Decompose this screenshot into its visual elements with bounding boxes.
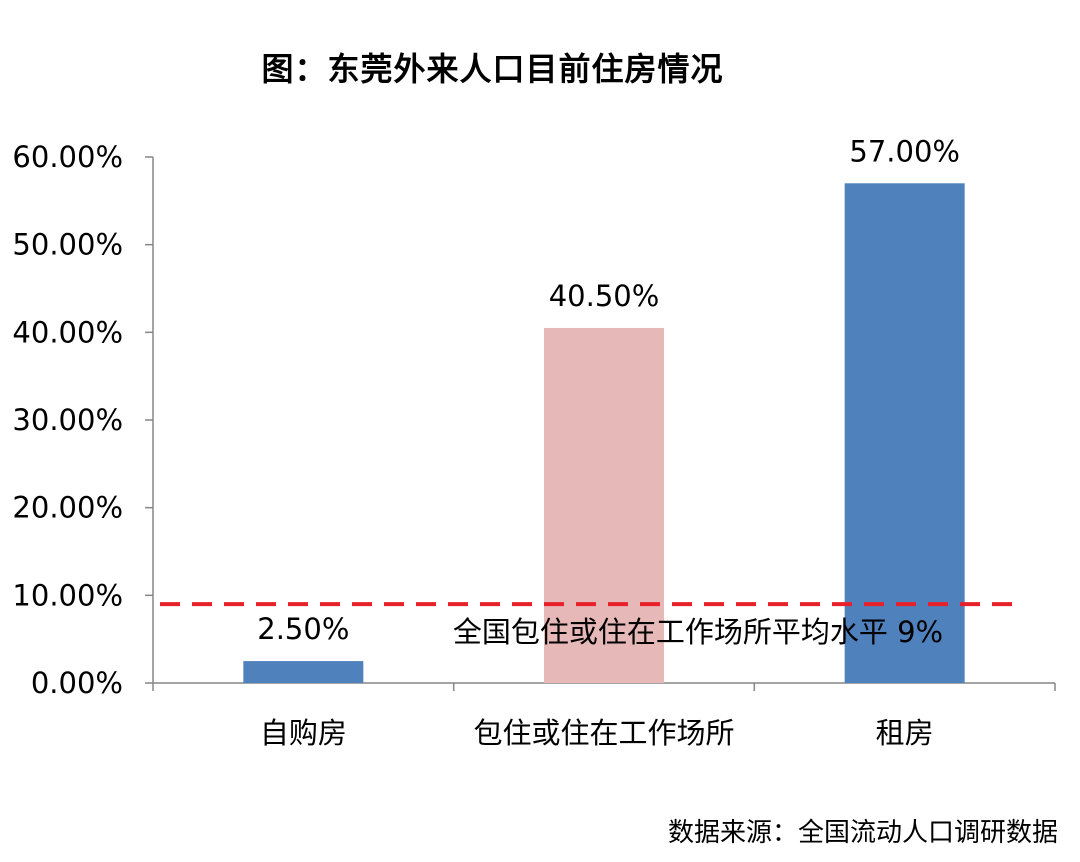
y-tick-label: 20.00% — [12, 491, 123, 525]
y-tick-label: 60.00% — [12, 140, 123, 174]
y-tick-label: 40.00% — [12, 315, 123, 349]
data-label: 2.50% — [257, 612, 349, 646]
chart-labels: 自购房 2.50% 包住或住在工作场所 40.50% 租房 57.00% — [257, 134, 960, 750]
x-category-label: 自购房 — [260, 716, 347, 750]
y-tick-label: 50.00% — [12, 228, 123, 262]
y-tick-label: 10.00% — [12, 578, 123, 612]
chart-axes: 0.00% 10.00% 20.00% 30.00% 40.00% 50.00% 60.00… — [12, 140, 1056, 700]
reference-line-label: 全国包住或住在工作场所平均水平 9% — [453, 615, 943, 649]
reference-line-group: 全国包住或住在工作场所平均水平 9% — [160, 602, 1020, 649]
x-category-label: 租房 — [876, 716, 934, 750]
bar — [844, 183, 965, 684]
chart-title: 图：东莞外来人口目前住房情况 — [261, 50, 724, 88]
y-tick-label: 0.00% — [31, 666, 123, 700]
x-category-label: 包住或住在工作场所 — [473, 716, 734, 750]
source-note: 数据来源：全国流动人口调研数据 — [667, 818, 1058, 848]
data-label: 40.50% — [549, 279, 660, 313]
bar — [243, 661, 364, 683]
chart-bars — [243, 183, 965, 684]
bar — [544, 327, 664, 683]
y-tick-label: 30.00% — [12, 403, 123, 437]
data-label: 57.00% — [849, 134, 960, 168]
